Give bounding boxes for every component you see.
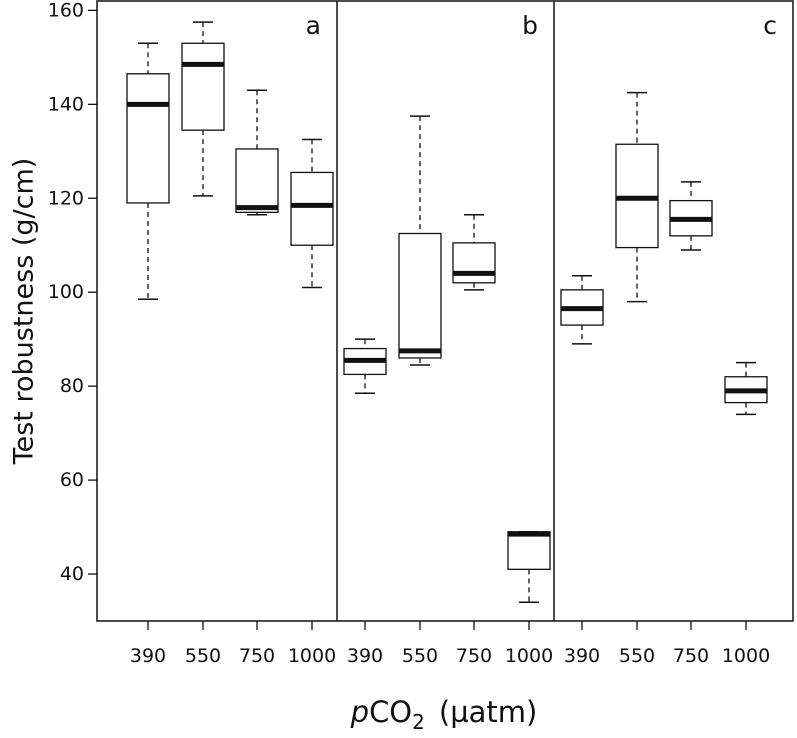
x-tick-label: 550 bbox=[185, 645, 221, 667]
x-tick-label: 750 bbox=[239, 645, 275, 667]
y-tick-label: 60 bbox=[60, 469, 84, 491]
box-b-390 bbox=[343, 338, 387, 394]
x-axis-label-italic: p bbox=[350, 695, 369, 729]
x-axis-label-subscript: 2 bbox=[412, 710, 425, 733]
box-iqr bbox=[235, 148, 279, 214]
x-axis-label-main: CO bbox=[369, 695, 412, 729]
box-c-390 bbox=[560, 275, 604, 345]
y-tick-label: 40 bbox=[60, 563, 84, 585]
plot-frame bbox=[96, 0, 794, 622]
x-tick-label: 750 bbox=[456, 645, 492, 667]
box-a-550 bbox=[181, 21, 225, 197]
x-tick-label: 1000 bbox=[505, 645, 553, 667]
x-tick-label: 390 bbox=[564, 645, 600, 667]
box-iqr bbox=[181, 42, 225, 131]
box-a-1000 bbox=[290, 138, 334, 289]
box-b-1000 bbox=[507, 531, 551, 603]
box-iqr bbox=[452, 242, 496, 284]
x-tick-label: 390 bbox=[130, 645, 166, 667]
x-axis: 390 550 750 1000 390 550 750 1000 390 550 750 1000 bbox=[130, 621, 770, 667]
panel-letter-b: b bbox=[522, 11, 538, 40]
box-a-390 bbox=[126, 42, 170, 301]
y-axis-label: Test robustness (g/cm) bbox=[9, 158, 40, 466]
x-axis-label: pCO2 (µatm) bbox=[350, 695, 538, 733]
x-tick-label: 1000 bbox=[288, 645, 336, 667]
panel-letters: a b c bbox=[306, 11, 777, 40]
box-c-1000 bbox=[724, 361, 768, 416]
box-b-750 bbox=[452, 213, 496, 291]
box-a-750 bbox=[235, 89, 279, 216]
box-iqr bbox=[290, 171, 334, 246]
y-tick-label: 80 bbox=[60, 375, 84, 397]
y-axis: 40 60 80 100 120 140 160 bbox=[48, 0, 97, 585]
box-iqr bbox=[398, 232, 442, 359]
y-tick-label: 120 bbox=[48, 187, 84, 209]
y-tick-label: 140 bbox=[48, 93, 84, 115]
x-tick-label: 550 bbox=[619, 645, 655, 667]
x-axis-label-unit: (µatm) bbox=[439, 695, 537, 729]
box-c-550 bbox=[615, 91, 659, 303]
box-iqr bbox=[126, 73, 170, 204]
box-c-750 bbox=[669, 181, 713, 251]
boxes-layer bbox=[126, 21, 768, 603]
panel-letter-a: a bbox=[306, 11, 321, 40]
panel-dividers bbox=[336, 1, 555, 621]
x-tick-label: 1000 bbox=[722, 645, 770, 667]
x-tick-label: 550 bbox=[402, 645, 438, 667]
panel-letter-c: c bbox=[763, 11, 777, 40]
y-tick-label: 100 bbox=[48, 281, 84, 303]
x-tick-label: 390 bbox=[347, 645, 383, 667]
x-tick-label: 750 bbox=[673, 645, 709, 667]
box-b-550 bbox=[398, 115, 442, 366]
y-tick-label: 160 bbox=[48, 0, 84, 21]
box-iqr bbox=[507, 531, 551, 570]
